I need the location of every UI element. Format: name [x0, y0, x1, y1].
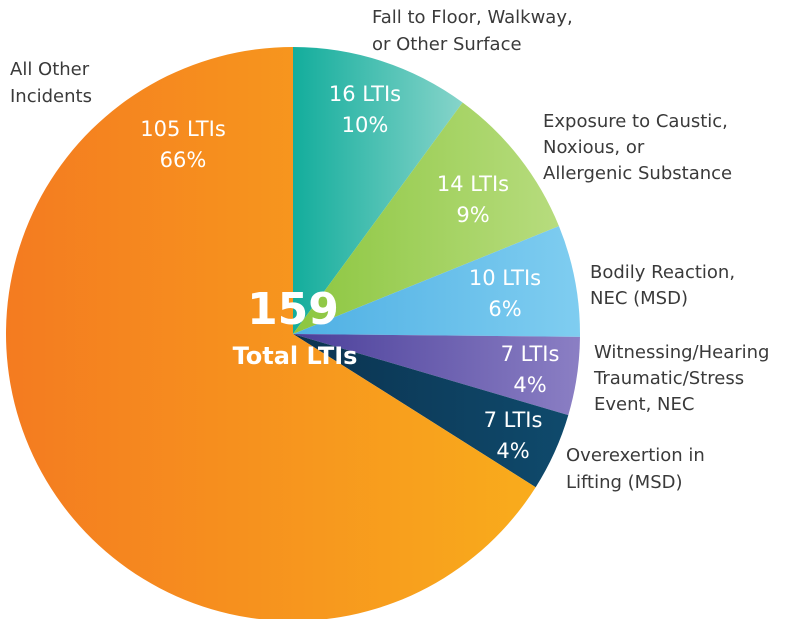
slice-value-label: 7 LTIs: [501, 342, 560, 366]
slice-percent-label: 4%: [513, 373, 546, 397]
pie-slice: [293, 47, 463, 334]
category-label: Exposure to Caustic,: [543, 111, 728, 132]
slice-value-label: 16 LTIs: [329, 82, 401, 106]
category-label: NEC (MSD): [590, 288, 688, 309]
slice-value-label: 10 LTIs: [469, 266, 541, 290]
category-label: Incidents: [10, 86, 92, 107]
total-value: 159: [247, 284, 339, 335]
pie-slice: [293, 102, 559, 334]
slice-value-label: 14 LTIs: [437, 172, 509, 196]
slice-percent-label: 66%: [160, 148, 207, 172]
category-label: Noxious, or: [543, 137, 645, 158]
category-label: Event, NEC: [594, 394, 694, 415]
category-label: Bodily Reaction,: [590, 262, 735, 283]
pie-slice: [293, 334, 569, 488]
category-label: Overexertion in: [566, 445, 705, 466]
slice-value-label: 7 LTIs: [484, 408, 543, 432]
slice-percent-label: 4%: [496, 439, 529, 463]
category-label: Traumatic/Stress: [593, 368, 744, 389]
total-label: Total LTIs: [233, 342, 358, 370]
pie-slice: [293, 226, 580, 337]
slice-value-label: 105 LTIs: [140, 117, 226, 141]
category-label: Witnessing/Hearing: [594, 342, 769, 363]
pie-slice: [293, 334, 580, 416]
category-label: Fall to Floor, Walkway,: [372, 7, 573, 28]
category-label: or Other Surface: [372, 34, 522, 55]
category-label: Lifting (MSD): [566, 472, 683, 493]
category-label: All Other: [10, 59, 90, 80]
pie-slice: [6, 47, 536, 619]
slice-percent-label: 6%: [488, 297, 521, 321]
category-label: Allergenic Substance: [543, 163, 732, 184]
slice-percent-label: 10%: [342, 113, 389, 137]
slice-percent-label: 9%: [456, 203, 489, 227]
